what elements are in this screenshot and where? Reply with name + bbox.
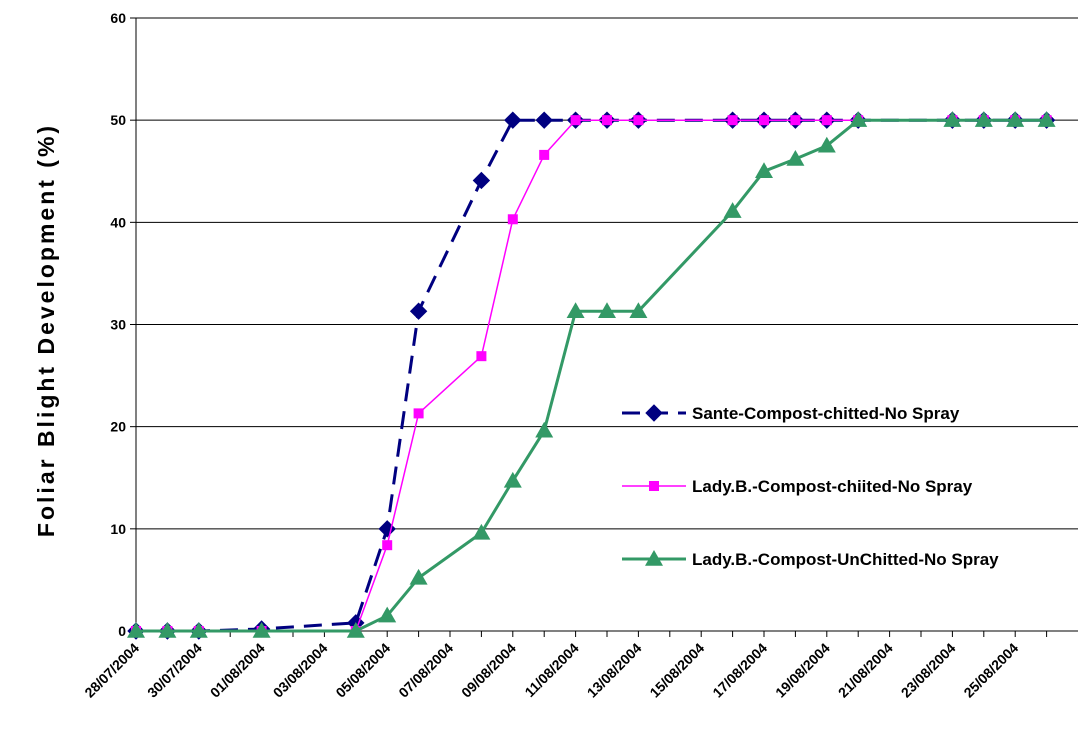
x-tick-label: 25/08/2004	[960, 640, 1021, 701]
data-point-sante-compost-chitted	[409, 302, 428, 320]
data-point-lady-b-compost-chitted	[821, 115, 832, 126]
x-tick-label: 05/08/2004	[332, 640, 393, 701]
data-point-lady-b-compost-chitted	[790, 115, 801, 126]
data-point-lady-b-compost-unchitted	[409, 568, 428, 585]
data-point-lady-b-compost-unchitted	[598, 302, 616, 318]
x-tick-label: 30/07/2004	[144, 640, 205, 701]
data-point-lady-b-compost-unchitted	[346, 622, 365, 638]
series-line-lady-b-compost-unchitted	[136, 118, 1047, 633]
series-layer	[127, 111, 1056, 640]
data-point-lady-b-compost-unchitted	[127, 622, 145, 638]
y-tick-label: 50	[110, 112, 126, 128]
x-tick-label: 13/08/2004	[584, 640, 645, 701]
data-point-lady-b-compost-chitted	[507, 214, 518, 225]
data-point-lady-b-compost-chitted	[413, 408, 424, 419]
series-line-sante-compost-chitted	[136, 118, 1047, 633]
x-tick-label: 21/08/2004	[835, 640, 896, 701]
y-tick-label: 30	[110, 317, 126, 333]
data-point-lady-b-compost-unchitted	[943, 111, 962, 127]
x-tick-label: 15/08/2004	[646, 640, 707, 701]
y-tick-label: 40	[110, 214, 126, 230]
data-point-lady-b-compost-chitted	[570, 115, 581, 126]
y-tick-label: 20	[110, 419, 126, 435]
data-point-lady-b-compost-unchitted	[786, 149, 805, 166]
tick-labels: 0 10 20 30 40 50 60 28/07/2004 30/07/2004 01/08/2…	[81, 10, 1021, 701]
x-tick-label: 17/08/2004	[709, 640, 770, 701]
data-point-lady-b-compost-chitted	[727, 115, 738, 126]
data-point-sante-compost-chitted	[535, 111, 553, 129]
legend-item-lady-b-compost-unchitted: Lady.B.-Compost-UnChitted-No Spray	[622, 550, 999, 569]
legend-marker-sante-compost-chitted	[645, 404, 663, 422]
legend: Sante-Compost-chitted-No Spray Lady.B.-Co…	[622, 404, 999, 569]
x-tick-label: 09/08/2004	[458, 640, 519, 701]
data-point-lady-b-compost-chitted	[382, 540, 393, 551]
legend-item-sante-compost-chitted: Sante-Compost-chitted-No Spray	[622, 404, 960, 423]
legend-marker-lady-b-compost-chitted	[649, 481, 659, 491]
data-point-lady-b-compost-chitted	[633, 115, 644, 126]
data-point-sante-compost-chitted	[472, 171, 491, 190]
data-point-lady-b-compost-unchitted	[723, 202, 742, 218]
data-point-lady-b-compost-unchitted	[252, 622, 271, 638]
data-point-lady-b-compost-unchitted	[1037, 111, 1056, 127]
data-point-lady-b-compost-unchitted	[755, 162, 773, 178]
legend-label-sante-compost-chitted: Sante-Compost-chitted-No Spray	[692, 404, 960, 423]
data-point-lady-b-compost-unchitted	[503, 471, 522, 488]
x-tick-label: 23/08/2004	[898, 640, 959, 701]
data-point-lady-b-compost-chitted	[602, 115, 612, 126]
data-point-lady-b-compost-unchitted	[974, 111, 993, 127]
x-tick-label: 01/08/2004	[207, 640, 268, 701]
data-point-lady-b-compost-unchitted	[817, 136, 836, 153]
y-tick-label: 60	[110, 10, 126, 26]
legend-item-lady-b-compost-chitted: Lady.B.-Compost-chiited-No Spray	[622, 477, 973, 496]
x-tick-label: 28/07/2004	[81, 640, 142, 701]
legend-marker-lady-b-compost-unchitted	[645, 550, 663, 566]
legend-label-lady-b-compost-unchitted: Lady.B.-Compost-UnChitted-No Spray	[692, 550, 999, 569]
data-point-lady-b-compost-unchitted	[849, 111, 868, 127]
y-tick-label: 10	[110, 521, 126, 537]
data-point-lady-b-compost-chitted	[539, 149, 550, 160]
x-tick-label: 03/08/2004	[270, 640, 331, 701]
data-point-lady-b-compost-unchitted	[1006, 111, 1025, 127]
data-point-lady-b-compost-chitted	[476, 351, 487, 362]
data-point-lady-b-compost-unchitted	[378, 606, 397, 623]
data-point-lady-b-compost-unchitted	[189, 622, 208, 638]
data-point-sante-compost-chitted	[504, 111, 522, 129]
data-point-lady-b-compost-unchitted	[158, 622, 177, 638]
x-tick-label: 07/08/2004	[395, 640, 456, 701]
data-point-lady-b-compost-chitted	[759, 115, 769, 126]
y-tick-label: 0	[118, 623, 126, 639]
gridlines	[136, 17, 1078, 530]
data-point-lady-b-compost-unchitted	[535, 421, 554, 438]
data-point-sante-compost-chitted	[378, 520, 396, 538]
data-point-lady-b-compost-unchitted	[472, 523, 491, 540]
series-lady-b-compost-unchitted	[127, 111, 1056, 638]
x-tick-label: 19/08/2004	[772, 640, 833, 701]
x-tick-label: 11/08/2004	[521, 640, 581, 700]
y-axis-label: Foliar Blight Development (%)	[33, 123, 59, 537]
data-point-lady-b-compost-unchitted	[629, 302, 648, 318]
data-point-lady-b-compost-unchitted	[566, 302, 585, 318]
legend-label-lady-b-compost-chitted: Lady.B.-Compost-chiited-No Spray	[692, 477, 973, 496]
axes	[130, 17, 1078, 637]
